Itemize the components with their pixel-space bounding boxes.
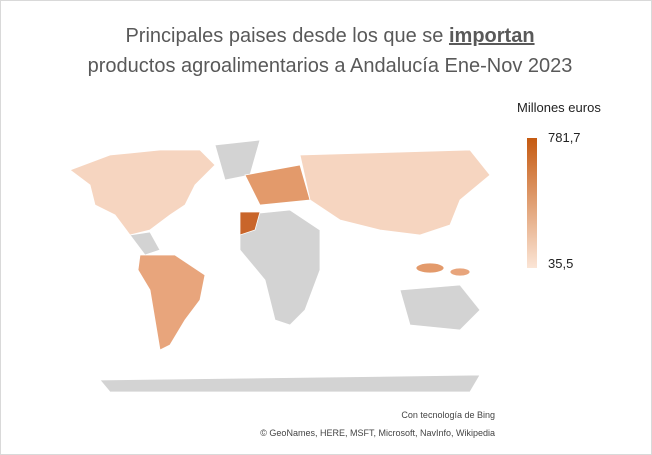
world-map xyxy=(69,139,491,393)
south-america xyxy=(137,254,206,351)
indonesia-east xyxy=(449,267,471,277)
north-america xyxy=(69,149,216,236)
legend-scale xyxy=(527,138,537,268)
asia xyxy=(299,149,491,236)
legend-title: Millones euros xyxy=(517,100,601,115)
attribution: Con tecnología de Bing xyxy=(401,410,495,420)
morocco xyxy=(239,211,261,236)
indonesia xyxy=(415,262,445,274)
australia xyxy=(399,284,481,331)
antarctica xyxy=(99,374,481,393)
title-line2: productos agroalimentarios a Andalucía E… xyxy=(88,55,573,77)
africa xyxy=(239,209,321,326)
title-text: Principales paises desde los que se xyxy=(125,25,443,47)
title-line1: Principales paises desde los que se impo… xyxy=(125,25,534,47)
legend-min: 35,5 xyxy=(548,256,573,271)
central-america xyxy=(129,231,161,256)
legend-max: 781,7 xyxy=(548,130,581,145)
attribution: © GeoNames, HERE, MSFT, Microsoft, NavIn… xyxy=(260,428,495,438)
title-emphasis: importan xyxy=(449,25,535,47)
